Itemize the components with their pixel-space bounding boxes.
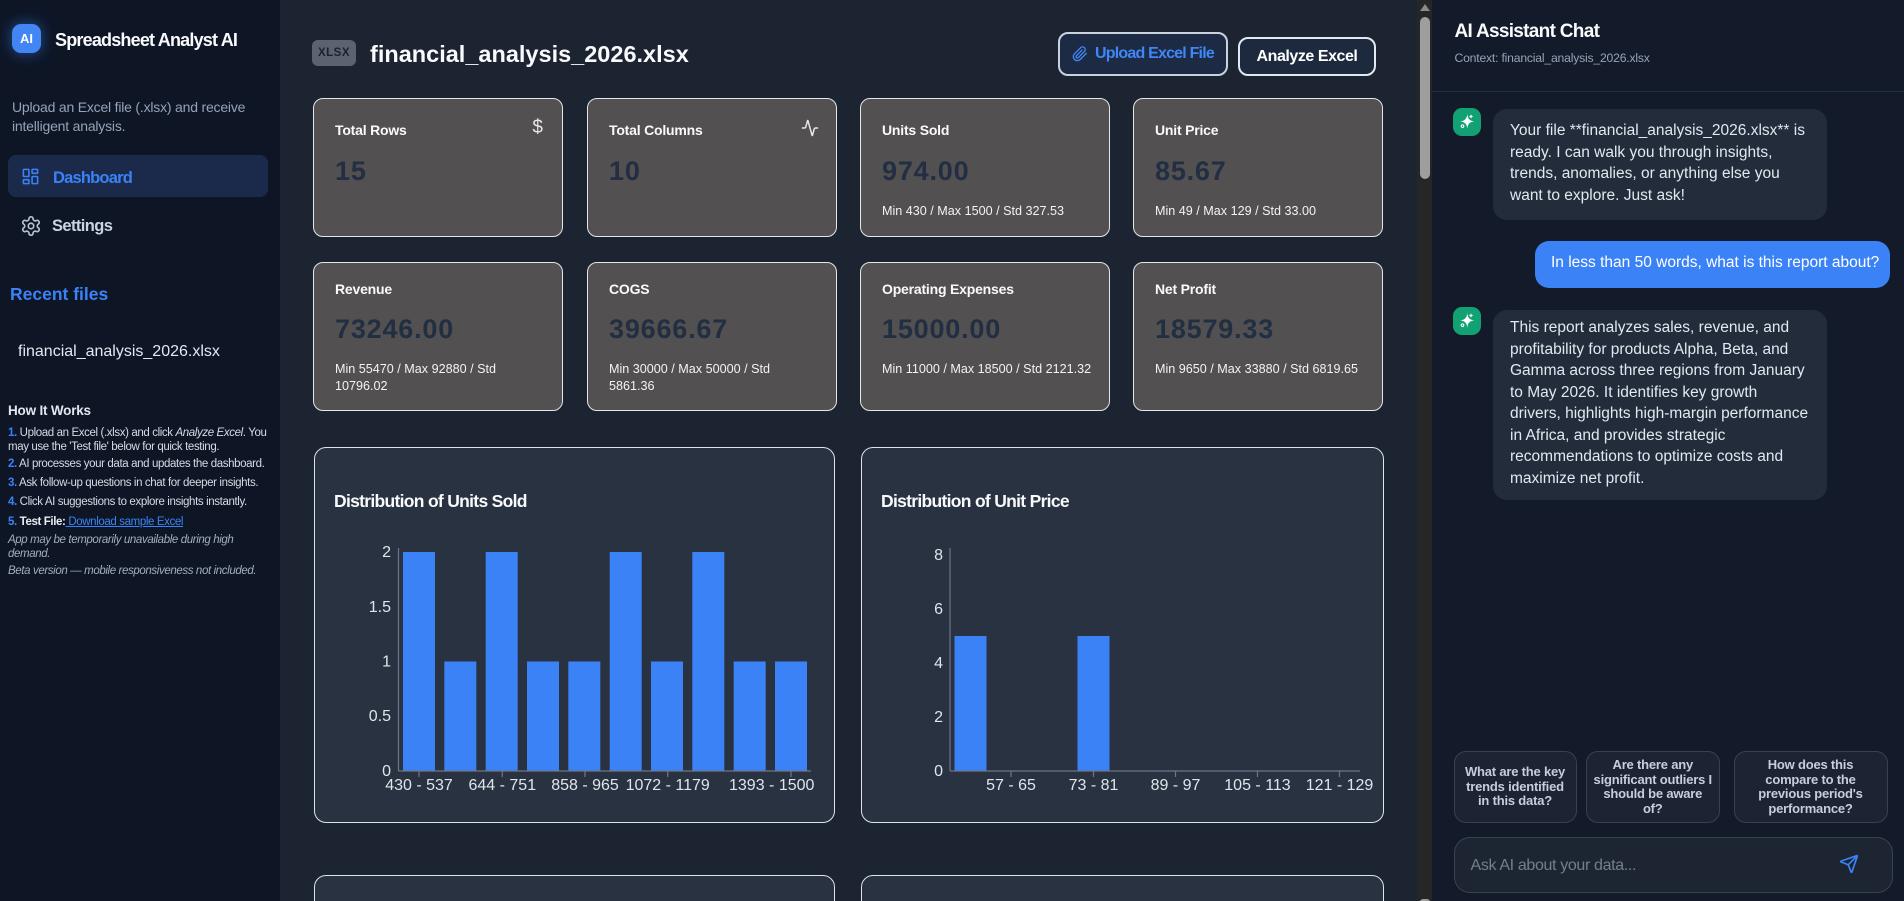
svg-text:8: 8 [934,547,943,564]
svg-text:1.5: 1.5 [369,599,391,616]
svg-text:1072 - 1179: 1072 - 1179 [626,777,710,794]
svg-text:4: 4 [934,655,943,672]
svg-text:2: 2 [934,709,943,726]
svg-text:6: 6 [934,601,943,618]
svg-text:1393 - 1500: 1393 - 1500 [729,777,815,794]
svg-text:1: 1 [382,654,391,671]
svg-text:89 - 97: 89 - 97 [1151,777,1201,794]
svg-text:430 - 537: 430 - 537 [385,777,453,794]
svg-text:57 - 65: 57 - 65 [986,777,1036,794]
svg-text:73 - 81: 73 - 81 [1069,777,1119,794]
svg-text:858 - 965: 858 - 965 [551,777,619,794]
svg-text:0: 0 [382,763,391,780]
svg-text:105 - 113: 105 - 113 [1224,777,1291,794]
svg-text:0: 0 [934,763,943,780]
svg-text:644 - 751: 644 - 751 [468,777,536,794]
svg-text:121 - 129: 121 - 129 [1306,777,1374,794]
svg-text:2: 2 [382,544,391,561]
svg-text:0.5: 0.5 [369,708,391,725]
